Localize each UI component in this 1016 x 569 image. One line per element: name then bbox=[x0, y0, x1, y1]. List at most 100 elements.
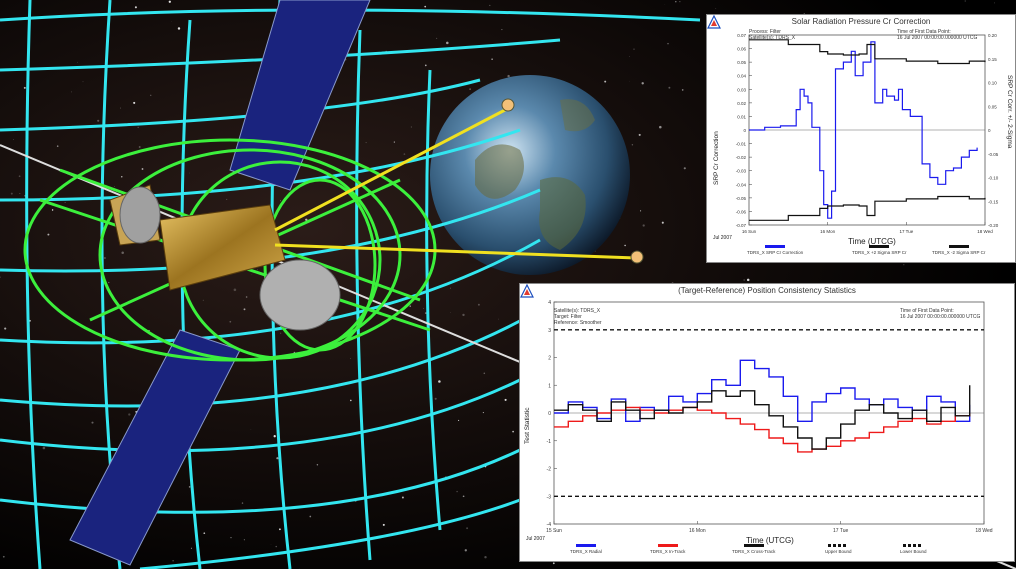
star bbox=[642, 224, 645, 227]
star bbox=[659, 125, 662, 129]
legend-item: Upper Bound bbox=[825, 544, 852, 554]
header-line: Time of First Data Point: bbox=[897, 29, 951, 35]
star bbox=[229, 320, 232, 323]
star bbox=[4, 327, 7, 330]
star bbox=[746, 278, 750, 282]
x-axis-sub: Jul 2007 bbox=[526, 536, 545, 542]
chart-title: Solar Radiation Pressure Cr Correction bbox=[791, 17, 931, 26]
star bbox=[629, 56, 630, 57]
star bbox=[230, 537, 232, 539]
star bbox=[491, 58, 493, 60]
star bbox=[103, 256, 106, 260]
star bbox=[469, 88, 471, 90]
star bbox=[42, 446, 46, 450]
header-line: 16 Jul 2007 00:00:00.000000 UTCG bbox=[900, 314, 981, 320]
star bbox=[456, 490, 458, 493]
star bbox=[133, 101, 136, 104]
star bbox=[423, 307, 424, 309]
y2-tick-label: -0.20 bbox=[988, 223, 999, 228]
y-tick-label: 0.04 bbox=[737, 74, 746, 79]
header-line: Process: Filter bbox=[749, 29, 781, 35]
satellite-body bbox=[109, 184, 341, 331]
y-tick-label: -0.04 bbox=[736, 182, 747, 187]
star bbox=[681, 89, 684, 91]
star bbox=[71, 91, 72, 93]
star bbox=[245, 296, 248, 298]
star bbox=[458, 419, 460, 421]
star bbox=[410, 126, 413, 128]
y2-tick-label: -0.15 bbox=[988, 199, 999, 204]
star bbox=[97, 119, 100, 122]
star bbox=[743, 279, 745, 281]
star bbox=[18, 175, 21, 178]
star bbox=[462, 495, 465, 498]
star bbox=[121, 176, 123, 178]
y-tick-label: -0.05 bbox=[736, 196, 747, 201]
y2-tick-label: -0.05 bbox=[988, 152, 999, 157]
y2-tick-label: 0.05 bbox=[988, 104, 997, 109]
star bbox=[903, 264, 905, 266]
star bbox=[243, 308, 246, 311]
star bbox=[365, 142, 367, 144]
star bbox=[349, 399, 352, 402]
star bbox=[188, 486, 191, 488]
star bbox=[316, 464, 319, 466]
y-tick-label: 0 bbox=[743, 128, 746, 133]
legend-item: TDRS_X SRP Cr Correction bbox=[747, 245, 803, 255]
star bbox=[482, 412, 484, 414]
star bbox=[675, 0, 677, 3]
star bbox=[257, 269, 258, 271]
y-tick-label: 0 bbox=[548, 411, 551, 417]
y-axis-label: SRP Cr Correction bbox=[713, 131, 720, 185]
star bbox=[82, 81, 84, 83]
legend-item: TDRS_X Radial bbox=[570, 544, 602, 554]
star bbox=[624, 244, 626, 247]
star bbox=[641, 82, 644, 85]
star bbox=[604, 80, 607, 83]
star bbox=[501, 29, 503, 31]
header-left: Satellite(s): TDRS_X Target: Filter Refe… bbox=[554, 308, 602, 326]
star bbox=[512, 430, 514, 433]
star bbox=[438, 380, 441, 383]
star bbox=[403, 153, 406, 155]
star bbox=[350, 358, 351, 360]
earth-globe bbox=[430, 75, 630, 275]
x-axis-sub: Jul 2007 bbox=[713, 235, 732, 241]
star bbox=[275, 545, 277, 548]
star bbox=[638, 133, 641, 136]
star bbox=[108, 281, 110, 284]
star bbox=[203, 532, 206, 535]
legend-item: Lower Bound bbox=[900, 544, 927, 554]
srp-chart-panel: Solar Radiation Pressure Cr Correction P… bbox=[706, 14, 1016, 263]
x-tick-label: 16 Sun bbox=[742, 229, 757, 234]
stk-logo-icon bbox=[520, 284, 534, 298]
star bbox=[150, 94, 152, 96]
series-line bbox=[554, 385, 971, 450]
star bbox=[78, 501, 79, 502]
x-tick-label: 16 Mon bbox=[820, 229, 836, 234]
x-axis-label: Time (UTCG) bbox=[848, 237, 896, 246]
star bbox=[251, 274, 253, 276]
star bbox=[276, 457, 279, 460]
series-line bbox=[749, 39, 986, 65]
star bbox=[436, 37, 438, 39]
y-tick-label: 0.07 bbox=[737, 33, 746, 38]
comm-links bbox=[274, 108, 638, 260]
x-tick-label: 17 Tue bbox=[899, 229, 913, 234]
header-line: Target: Filter bbox=[554, 314, 582, 320]
star bbox=[484, 555, 487, 559]
header-line: Time of First Data Point: bbox=[900, 308, 954, 314]
y2-axis-label: SRP Cr Corr. +/- 2-Sigma bbox=[1006, 75, 1013, 149]
y-tick-label: -2 bbox=[547, 467, 552, 473]
star bbox=[56, 145, 59, 147]
y-tick-label: -0.07 bbox=[736, 223, 747, 228]
star bbox=[640, 210, 642, 212]
legend: TDRS_X SRP Cr Correction TDRS_X +2 Sigma… bbox=[707, 245, 1015, 259]
stk-logo-icon bbox=[707, 15, 721, 29]
y-tick-label: 3 bbox=[548, 328, 551, 334]
header-left: Process: Filter Satellite(s): TDRS_X bbox=[749, 29, 795, 41]
legend-item: TDRS_X Cross-Track bbox=[732, 544, 775, 554]
solar-panel-lower bbox=[69, 329, 241, 566]
star bbox=[51, 209, 54, 211]
star bbox=[446, 41, 449, 45]
